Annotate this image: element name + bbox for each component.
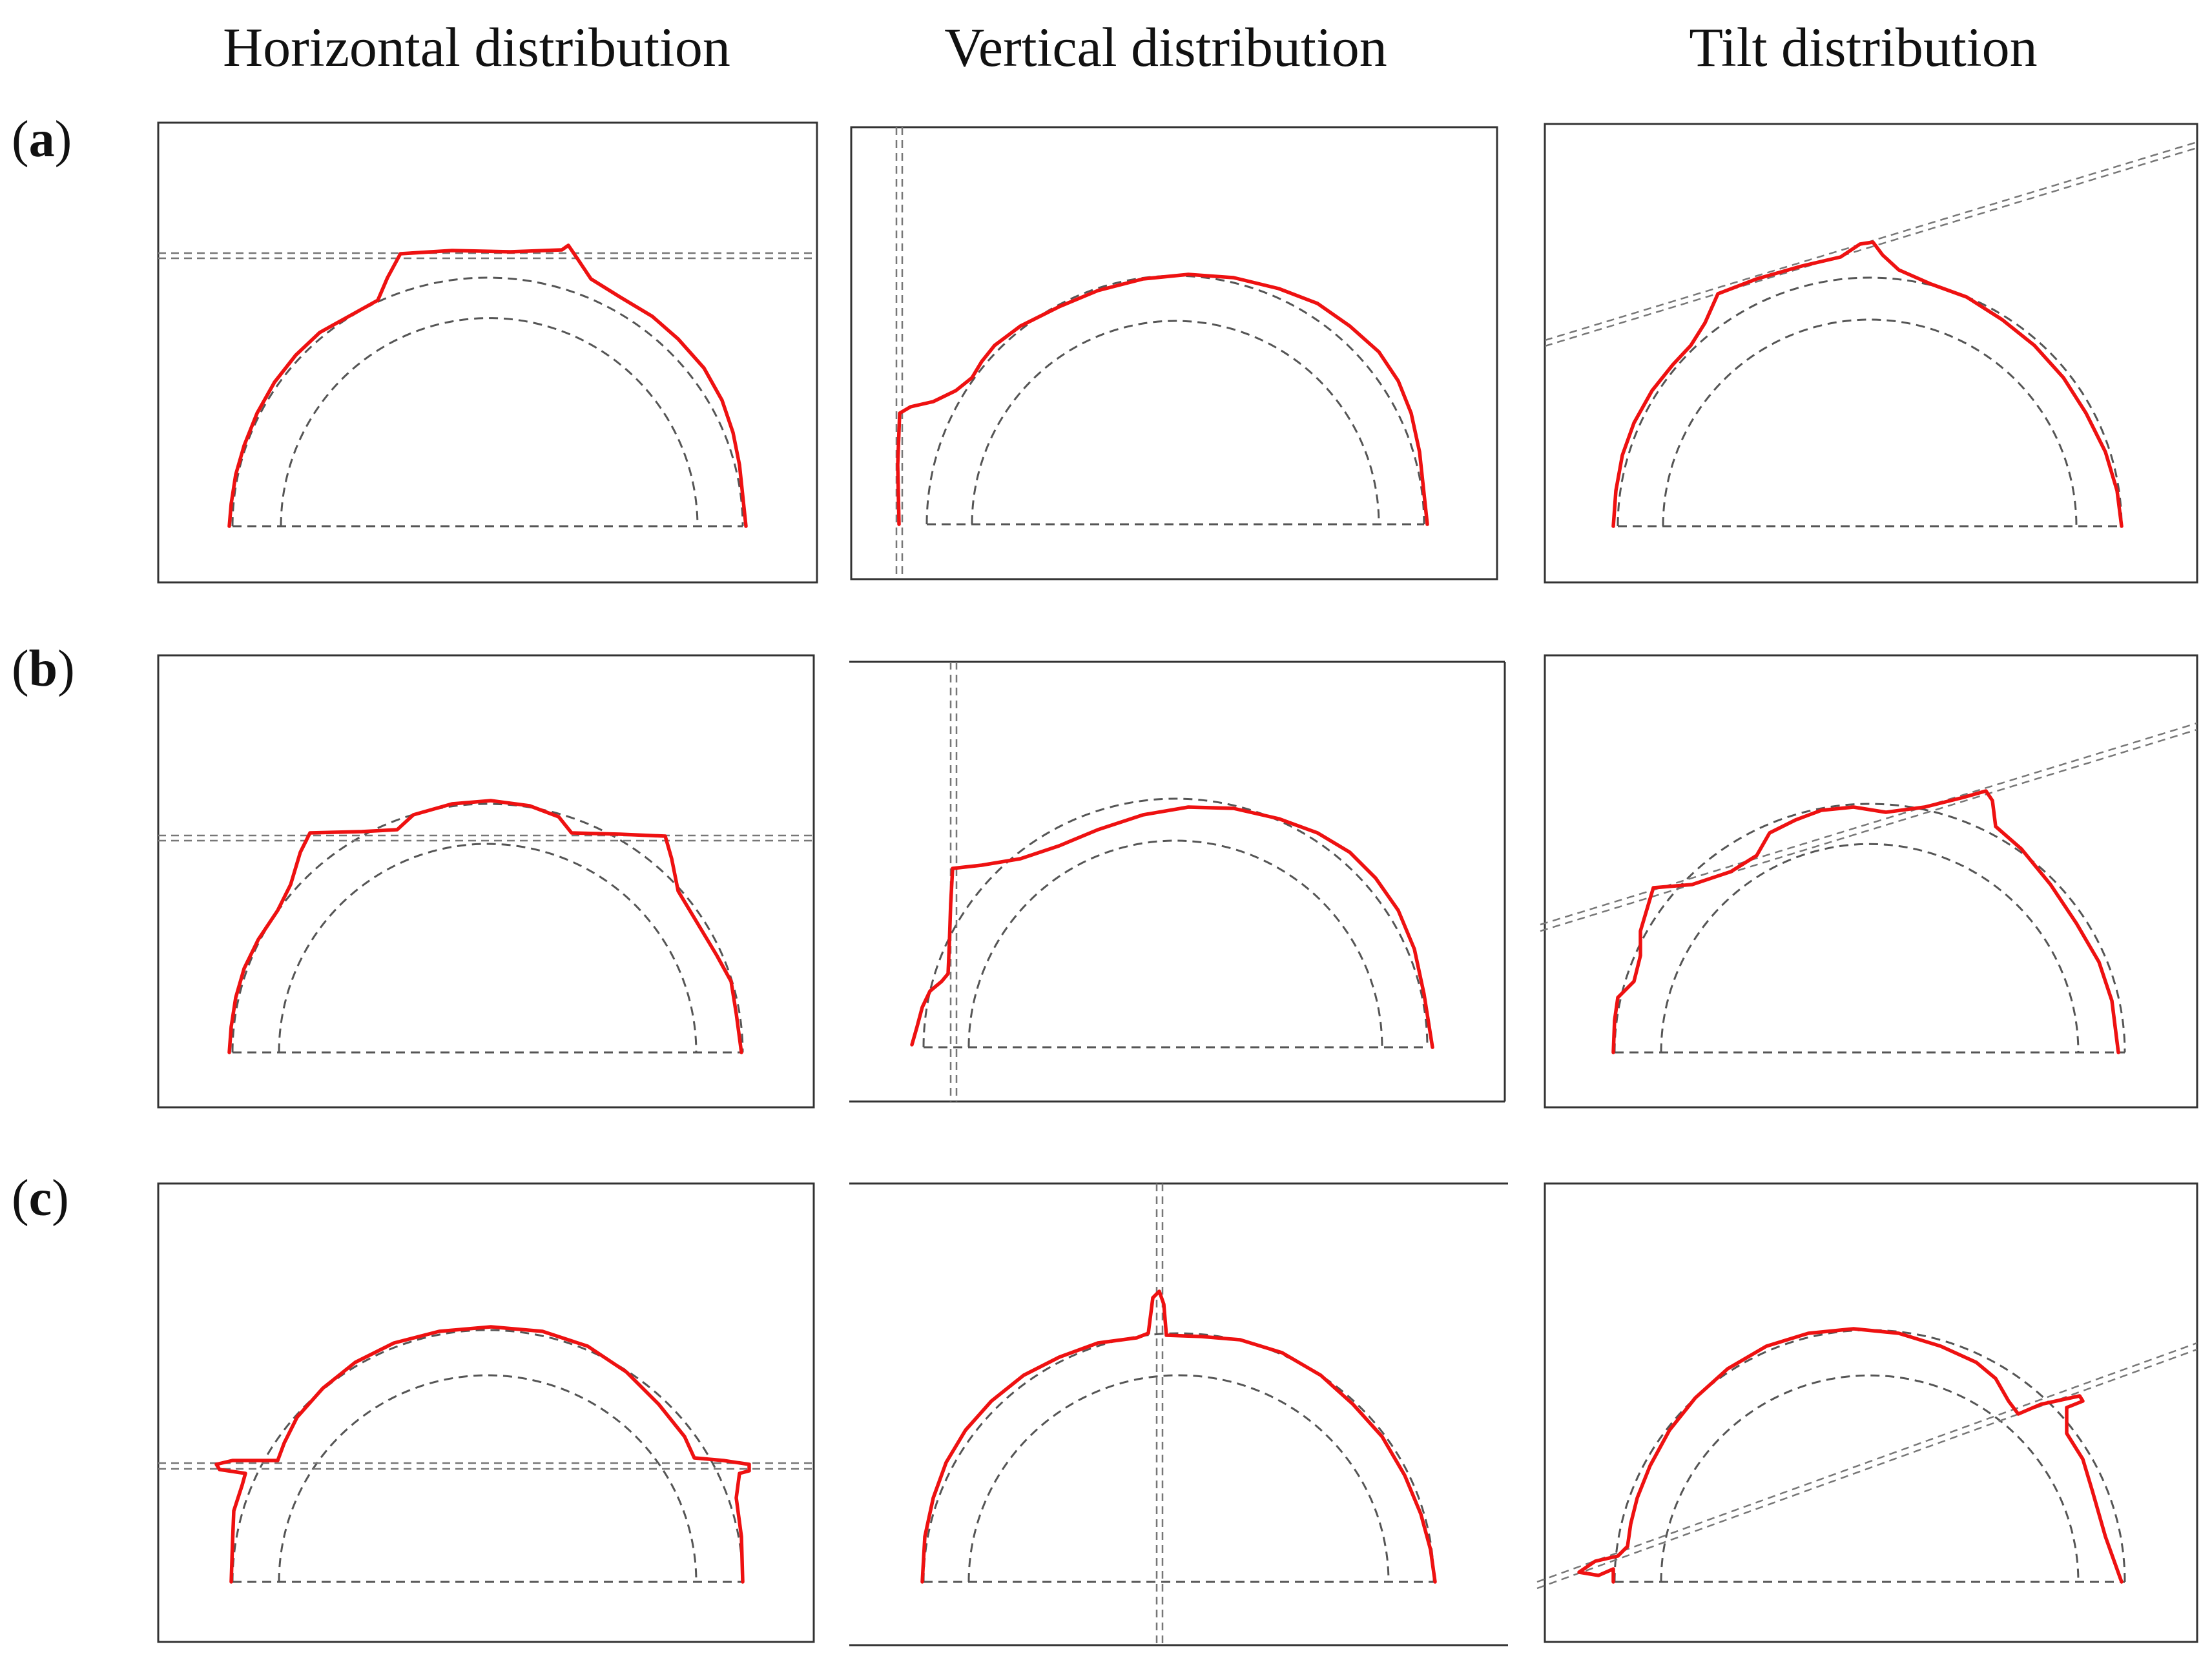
inner-dashed-arc (1662, 318, 2078, 527)
outer-dashed-arc (922, 797, 1429, 1048)
panel-c-vertical (849, 1182, 1508, 1646)
inner-dashed-arc (971, 320, 1380, 525)
distribution-line (1544, 147, 2198, 347)
panel-b-horizontal (157, 654, 815, 1109)
profile-curve (214, 1325, 751, 1584)
inner-dashed-arc (967, 1374, 1390, 1583)
panel-frame (157, 121, 818, 584)
column-title-tilt: Tilt distribution (1689, 16, 2038, 78)
inner-dashed-arc (280, 317, 699, 527)
inner-dashed-arc (278, 1374, 698, 1583)
panel-a-tilt (1544, 123, 2198, 584)
outer-dashed-arc (922, 1332, 1435, 1583)
profile-curve (1611, 240, 2124, 528)
profile-curve (227, 243, 748, 528)
panel-c-tilt (1536, 1182, 2198, 1643)
outer-dashed-arc (231, 1329, 744, 1583)
panel-c-horizontal (157, 1182, 815, 1643)
inner-dashed-arc (1660, 843, 2080, 1053)
profile-curve (920, 1289, 1437, 1584)
panel-b-vertical (849, 661, 1506, 1103)
panel-frame (850, 126, 1498, 580)
profile-curve (1611, 789, 2120, 1054)
outer-dashed-arc (925, 274, 1425, 525)
row-label-b: (b) (12, 640, 75, 697)
panel-frame (157, 654, 815, 1109)
profile-curve (896, 272, 1429, 526)
panel-a-vertical (850, 126, 1498, 580)
distribution-line (1536, 1348, 2198, 1590)
inner-dashed-arc (1660, 1374, 2080, 1583)
profile-curve (910, 805, 1434, 1049)
panel-frame (157, 1182, 815, 1643)
outer-dashed-arc (1613, 1329, 2126, 1583)
inner-dashed-arc (278, 843, 698, 1053)
row-label-a: (a) (12, 111, 72, 168)
distribution-line (1540, 722, 2198, 926)
distribution-line (1540, 728, 2198, 932)
panel-b-tilt (1540, 654, 2198, 1109)
panel-a-horizontal (157, 121, 818, 584)
row-label-c: (c) (12, 1170, 69, 1227)
outer-dashed-arc (1617, 276, 2123, 527)
inner-dashed-arc (967, 839, 1383, 1048)
panel-frame (1544, 654, 2198, 1109)
outer-dashed-arc (231, 276, 744, 527)
outer-dashed-arc (1613, 803, 2126, 1053)
column-title-horizontal: Horizontal distribution (223, 16, 730, 78)
distribution-line (1536, 1342, 2198, 1583)
panel-frame (1544, 1182, 2198, 1643)
profile-curve (1577, 1327, 2124, 1584)
profile-curve (227, 799, 743, 1054)
panel-frame (1544, 123, 2198, 584)
column-title-vertical: Vertical distribution (944, 16, 1387, 78)
